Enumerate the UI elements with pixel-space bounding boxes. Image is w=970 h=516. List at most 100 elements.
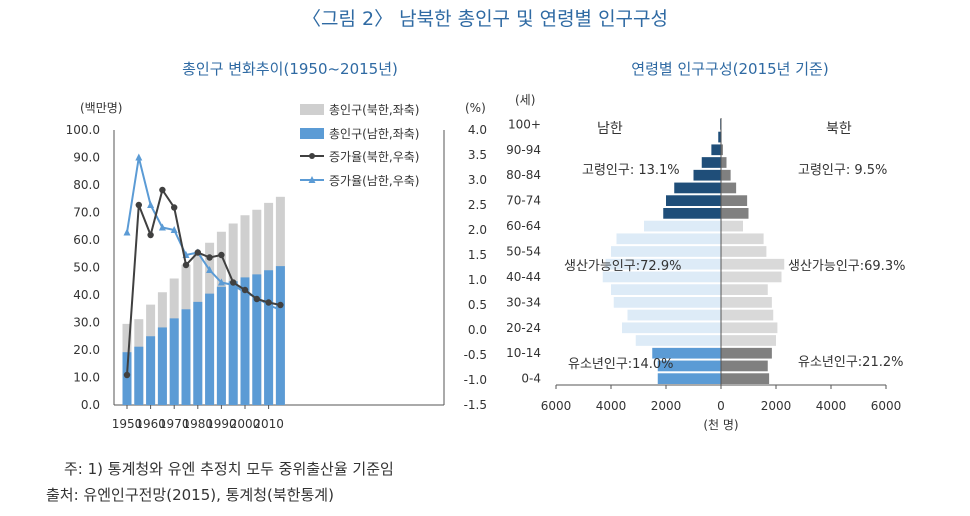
x-tick-label: 1990 [206, 417, 237, 431]
south-age-bar [611, 246, 721, 257]
south-age-bar [602, 271, 721, 283]
legend-marker [308, 176, 316, 183]
legend-label: 총인구(북한,좌축) [329, 103, 419, 117]
legend-swatch [300, 128, 324, 139]
south-age-bar [613, 297, 721, 308]
age-tick-labels: 0-4 10-14 20-24 30-34 40-44 50-54 60-64 70-74 80… [506, 117, 541, 385]
north-growth-point [135, 201, 142, 209]
south-growth-point [147, 201, 155, 208]
south-age-bar [657, 360, 721, 372]
north-age-bar [721, 182, 737, 194]
x-tick-label: 1970 [159, 417, 190, 431]
legend-label: 증가율(북한,우축) [329, 150, 419, 164]
north-growth-point [171, 204, 178, 211]
north-growth-point [277, 301, 284, 309]
south-age-bar [605, 258, 721, 270]
south-population-bar [205, 293, 215, 405]
north-age-bar [721, 335, 776, 346]
north-growth-point [147, 231, 154, 239]
north-growth-point [159, 186, 166, 194]
x-tick-label: 1960 [135, 417, 166, 431]
south-growth-point [217, 278, 225, 286]
south-old-annotation: 고령인구: 13.1% [582, 163, 680, 178]
north-age-bar [721, 144, 723, 156]
north-growth-point [123, 371, 131, 379]
right-y-tick-label: 0.0 [468, 323, 487, 337]
population-bars [122, 196, 285, 405]
south-growth-point [158, 223, 166, 231]
south-population-bar [193, 301, 203, 405]
south-age-bar [666, 195, 721, 206]
legend-swatch [300, 104, 324, 115]
north-growth-point [194, 249, 201, 256]
age-tick-label: 80-84 [506, 168, 541, 182]
legend: 총인구(북한,좌축) 총인구(남한,좌축) 증가율(북한,우축) 증가율(남한,우축) [300, 103, 419, 188]
left-axis-unit: (백만명) [80, 101, 122, 115]
right-y-tick-label: 3.0 [468, 173, 487, 187]
legend-marker [309, 153, 315, 159]
south-population-bar [228, 281, 238, 405]
north-age-bar [721, 284, 768, 295]
south-age-bar [635, 335, 721, 346]
south-age-bar [627, 309, 721, 321]
north-age-bar [721, 360, 768, 372]
south-young-annotation: 유소년인구:14.0% [568, 357, 673, 372]
north-age-bar [721, 271, 782, 283]
south-age-bar [652, 347, 721, 359]
x-tick-label: 1980 [183, 417, 214, 431]
pyramid-x-tick-label: 6000 [871, 399, 902, 413]
south-age-bar [622, 322, 721, 334]
south-population-bar [122, 352, 132, 405]
left-y-tick-label: 100.0 [66, 123, 100, 137]
pyramid-x-tick-label: 4000 [816, 399, 847, 413]
left-y-tick-label: 10.0 [73, 371, 100, 385]
south-population-bar [181, 309, 191, 405]
right-y-tick-label: 3.5 [468, 148, 487, 162]
age-tick-label: 0-4 [521, 372, 541, 386]
north-age-bar [721, 322, 778, 334]
pyramid-x-tick-label: 4000 [596, 399, 627, 413]
left-y-tick-label: 0.0 [81, 398, 100, 412]
south-population-bar [216, 286, 226, 405]
south-age-bar [718, 131, 721, 143]
north-age-bar [721, 220, 743, 232]
right-axis-unit: (%) [465, 101, 486, 115]
left-y-tick-label: 40.0 [73, 288, 100, 302]
left-y-tick-labels: 100.0 90.0 80.0 70.0 60.0 50.0 40.0 30.0 20.0 10.… [66, 123, 100, 412]
north-young-annotation: 유소년인구:21.2% [798, 355, 903, 370]
south-age-bar [611, 284, 721, 295]
south-growth-point [276, 306, 284, 313]
x-tick-label: 1950 [112, 417, 143, 431]
north-growth-point [182, 261, 190, 269]
growth-lines [123, 153, 284, 379]
south-age-bar [663, 208, 721, 219]
north-age-bar [721, 309, 774, 321]
age-tick-label: 20-24 [506, 321, 541, 335]
right-y-tick-label: 1.0 [468, 273, 487, 287]
left-y-tick-label: 50.0 [73, 261, 100, 275]
footnote: 주: 1) 통계청와 유엔 추정치 모두 중위출산율 기준임 [64, 460, 394, 478]
left-y-tick-label: 20.0 [73, 343, 100, 357]
age-tick-label: 40-44 [506, 270, 541, 284]
north-growth-point [206, 254, 213, 261]
north-age-bar [721, 233, 764, 245]
north-age-bar [721, 347, 772, 359]
south-age-bar [657, 373, 721, 384]
north-age-bar [721, 258, 785, 270]
north-age-bar [721, 246, 767, 257]
north-age-bar [721, 297, 772, 308]
north-working-annotation: 생산가능인구:69.3% [788, 259, 905, 274]
pyramid-x-tick-label: 2000 [651, 399, 682, 413]
south-population-bar [134, 346, 144, 405]
right-chart-title: 연령별 인구구성(2015년 기준) [631, 60, 829, 78]
pyramid-bars [602, 119, 785, 384]
age-unit: (세) [515, 93, 535, 107]
north-age-bar [721, 169, 731, 181]
north-growth-point [265, 299, 272, 306]
north-age-bar [721, 195, 748, 206]
south-population-bar [146, 336, 156, 405]
figure-title: 〈그림 2〉 남북한 총인구 및 연령별 인구구성 [301, 8, 668, 30]
north-age-bar [721, 373, 770, 384]
south-growth-point [170, 226, 178, 233]
